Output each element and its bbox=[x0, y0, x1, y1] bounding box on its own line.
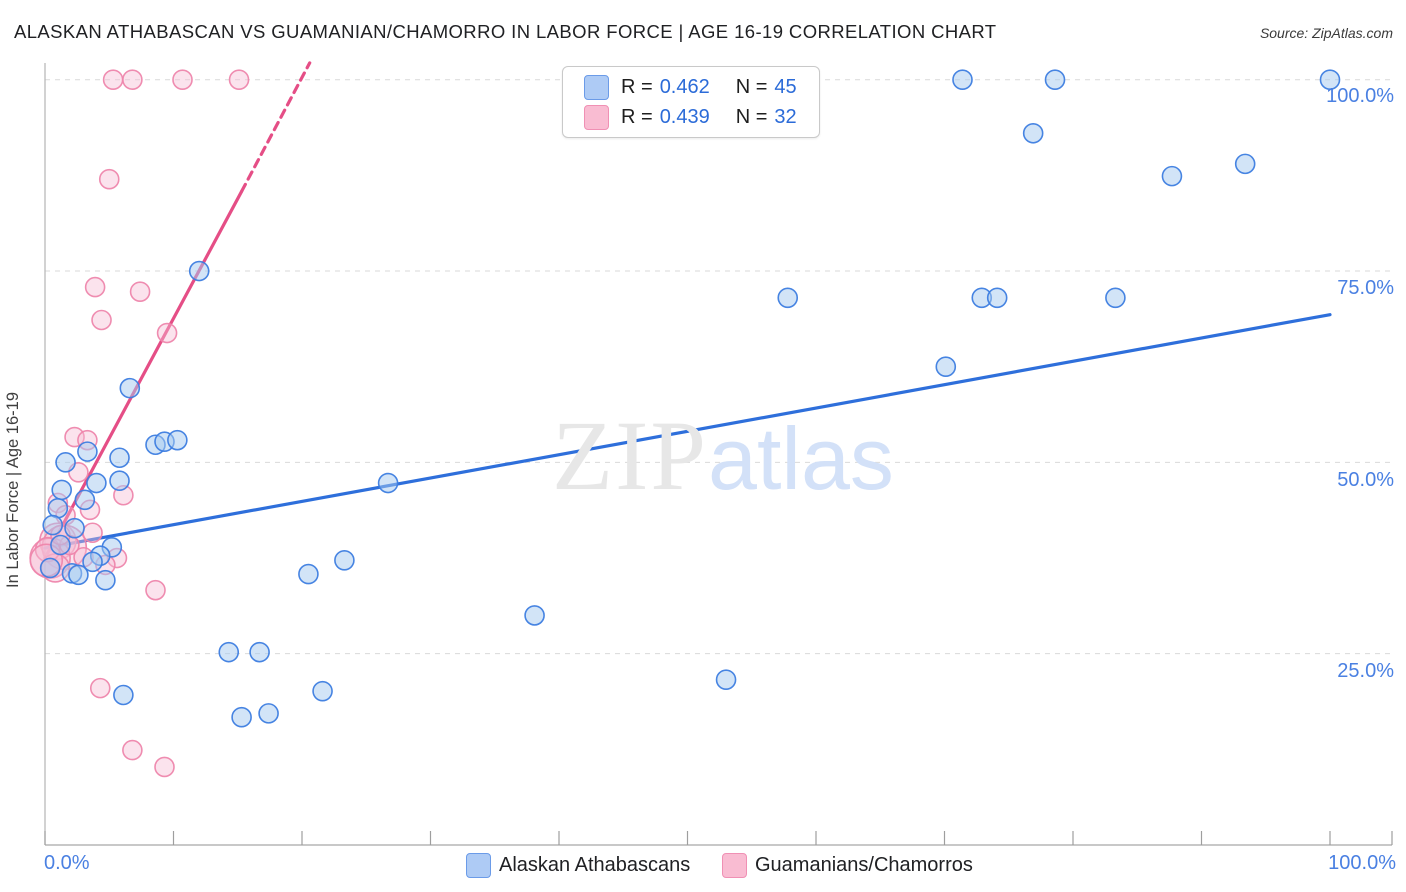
y-tick-100: 100.0% bbox=[1326, 85, 1394, 107]
scatter-point-athabascan[interactable] bbox=[68, 564, 89, 586]
scatter-point-athabascan[interactable] bbox=[258, 703, 279, 724]
scatter-point-athabascan[interactable] bbox=[1044, 69, 1066, 90]
y-axis-title: In Labor Force | Age 16-19 bbox=[4, 392, 22, 588]
scatter-point-athabascan[interactable] bbox=[231, 706, 252, 728]
legend-item-label: Guamanians/Chamorros bbox=[755, 854, 973, 876]
page-title: ALASKAN ATHABASCAN VS GUAMANIAN/CHAMORRO… bbox=[14, 21, 997, 42]
series-legend: Alaskan Athabascans Guamanians/Chamorros bbox=[0, 853, 1406, 887]
scatter-point-chamorro[interactable] bbox=[145, 579, 166, 601]
correlation-legend-box: R = 0.462 N = 45 R = 0.439 N = 32 bbox=[562, 66, 820, 138]
x-tick-0: 0.0% bbox=[44, 852, 90, 874]
scatter-point-athabascan[interactable] bbox=[109, 470, 130, 492]
scatter-point-athabascan[interactable] bbox=[82, 551, 103, 573]
trend-line-blue-solid bbox=[43, 313, 1332, 550]
scatter-point-athabascan[interactable] bbox=[51, 479, 73, 501]
legend-item-athabascans[interactable]: Alaskan Athabascans bbox=[466, 853, 690, 878]
y-tick-50: 50.0% bbox=[1337, 469, 1394, 491]
scatter-point-chamorro[interactable] bbox=[82, 522, 103, 544]
r-value: 0.462 bbox=[659, 76, 710, 98]
scatter-point-athabascan[interactable] bbox=[1022, 122, 1044, 144]
source-attribution: Source: ZipAtlas.com bbox=[1259, 25, 1393, 41]
scatter-point-athabascan[interactable] bbox=[952, 69, 973, 90]
r-label: R = bbox=[621, 76, 653, 98]
n-value: 45 bbox=[774, 76, 797, 98]
scatter-point-athabascan[interactable] bbox=[1105, 287, 1126, 309]
scatter-point-chamorro[interactable] bbox=[156, 322, 178, 344]
scatter-point-athabascan[interactable] bbox=[64, 517, 85, 539]
legend-row-athabascan: R = 0.462 N = 45 bbox=[563, 74, 819, 100]
scatter-point-chamorro[interactable] bbox=[98, 168, 120, 190]
n-label: N = bbox=[735, 76, 768, 98]
scatter-point-athabascan[interactable] bbox=[119, 377, 141, 399]
scatter-point-chamorro[interactable] bbox=[122, 739, 143, 761]
scatter-point-athabascan[interactable] bbox=[935, 356, 957, 377]
scatter-point-athabascan[interactable] bbox=[524, 605, 545, 626]
pink-series-swatch-icon bbox=[584, 104, 609, 130]
blue-series-swatch-icon bbox=[584, 74, 609, 100]
scatter-point-athabascan[interactable] bbox=[218, 641, 240, 663]
legend-item-label: Alaskan Athabascans bbox=[499, 854, 691, 876]
trend-line-pink-solid bbox=[43, 189, 244, 560]
trend-line-pink-dashed bbox=[240, 61, 312, 194]
scatter-point-athabascan[interactable] bbox=[109, 447, 130, 469]
scatter-point-chamorro[interactable] bbox=[172, 69, 193, 90]
y-tick-25: 25.0% bbox=[1337, 660, 1394, 682]
scatter-point-chamorro[interactable] bbox=[122, 69, 143, 90]
r-label: R = bbox=[621, 106, 653, 128]
n-label: N = bbox=[735, 106, 768, 128]
legend-row-chamorro: R = 0.439 N = 32 bbox=[563, 104, 819, 130]
scatter-point-chamorro[interactable] bbox=[129, 281, 151, 302]
r-value: 0.439 bbox=[659, 106, 710, 128]
scatter-point-athabascan[interactable] bbox=[249, 641, 270, 663]
scatter-point-athabascan[interactable] bbox=[39, 557, 61, 579]
y-tick-75: 75.0% bbox=[1337, 277, 1394, 299]
scatter-point-athabascan[interactable] bbox=[777, 287, 799, 309]
scatter-point-athabascan[interactable] bbox=[312, 680, 333, 702]
scatter-point-athabascan[interactable] bbox=[55, 452, 76, 473]
scatter-point-athabascan[interactable] bbox=[334, 550, 355, 571]
scatter-point-athabascan[interactable] bbox=[298, 563, 319, 585]
scatter-point-athabascan[interactable] bbox=[1234, 153, 1256, 175]
n-value: 32 bbox=[774, 106, 797, 128]
scatter-point-chamorro[interactable] bbox=[102, 69, 124, 90]
scatter-point-athabascan[interactable] bbox=[715, 669, 737, 690]
scatter-point-athabascan[interactable] bbox=[167, 429, 188, 451]
scatter-point-chamorro[interactable] bbox=[64, 426, 85, 448]
scatter-point-chamorro[interactable] bbox=[154, 756, 175, 778]
legend-item-chamorros[interactable]: Guamanians/Chamorros bbox=[722, 853, 973, 878]
scatter-point-athabascan[interactable] bbox=[377, 472, 399, 494]
scatter-point-athabascan[interactable] bbox=[113, 684, 134, 706]
scatter-point-chamorro[interactable] bbox=[228, 69, 250, 90]
scatter-point-athabascan[interactable] bbox=[1161, 165, 1183, 187]
pink-series-swatch-icon bbox=[722, 853, 747, 878]
scatter-point-chamorro[interactable] bbox=[84, 276, 106, 298]
scatter-point-athabascan[interactable] bbox=[50, 534, 71, 556]
scatter-point-athabascan[interactable] bbox=[1319, 69, 1341, 90]
blue-series-swatch-icon bbox=[466, 853, 491, 878]
scatter-point-chamorro[interactable] bbox=[89, 677, 111, 699]
scatter-point-athabascan[interactable] bbox=[77, 441, 98, 462]
scatter-point-athabascan[interactable] bbox=[986, 287, 1008, 309]
scatter-point-athabascan[interactable] bbox=[74, 489, 96, 511]
x-tick-100: 100.0% bbox=[1328, 852, 1396, 874]
scatter-point-athabascan[interactable] bbox=[95, 569, 116, 591]
scatter-point-athabascan[interactable] bbox=[188, 260, 210, 282]
scatter-point-chamorro[interactable] bbox=[91, 309, 112, 331]
scatter-point-athabascan[interactable] bbox=[42, 514, 64, 536]
scatter-point-athabascan[interactable] bbox=[86, 472, 107, 494]
